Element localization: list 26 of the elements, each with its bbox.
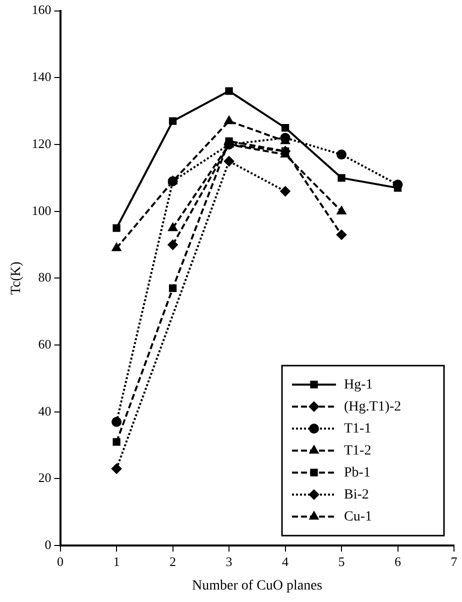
x-tick-label: 3 xyxy=(226,554,232,569)
x-tick-label: 4 xyxy=(282,554,290,569)
x-tick-label: 1 xyxy=(113,554,120,569)
x-axis-title: Number of CuO planes xyxy=(192,578,322,594)
legend-label: Pb-1 xyxy=(344,465,370,480)
y-tick-label: 60 xyxy=(38,336,52,352)
y-tick-label: 100 xyxy=(32,202,52,218)
legend-label: Cu-1 xyxy=(344,509,372,524)
y-tick-label: 80 xyxy=(38,270,52,285)
legend-label: T1-1 xyxy=(344,421,372,436)
legend-label: T1-2 xyxy=(344,443,372,458)
x-tick-label: 0 xyxy=(57,554,64,569)
legend-label: (Hg.T1)-2 xyxy=(344,399,402,414)
y-tick-label: 120 xyxy=(32,136,52,151)
y-tick-label: 20 xyxy=(38,470,52,486)
legend-label: Bi-2 xyxy=(344,487,369,502)
x-tick-label: 6 xyxy=(394,554,402,569)
x-tick-label: 5 xyxy=(338,554,345,569)
y-tick-label: 160 xyxy=(32,2,52,18)
y-tick-label: 140 xyxy=(32,69,52,84)
y-tick-label: 0 xyxy=(44,537,52,552)
x-tick-label: 2 xyxy=(170,554,176,569)
y-axis-title: Tc(K) xyxy=(9,261,24,295)
x-tick-label: 7 xyxy=(450,554,458,569)
y-tick-label: 40 xyxy=(38,403,52,418)
legend-label: Hg-1 xyxy=(344,377,373,392)
